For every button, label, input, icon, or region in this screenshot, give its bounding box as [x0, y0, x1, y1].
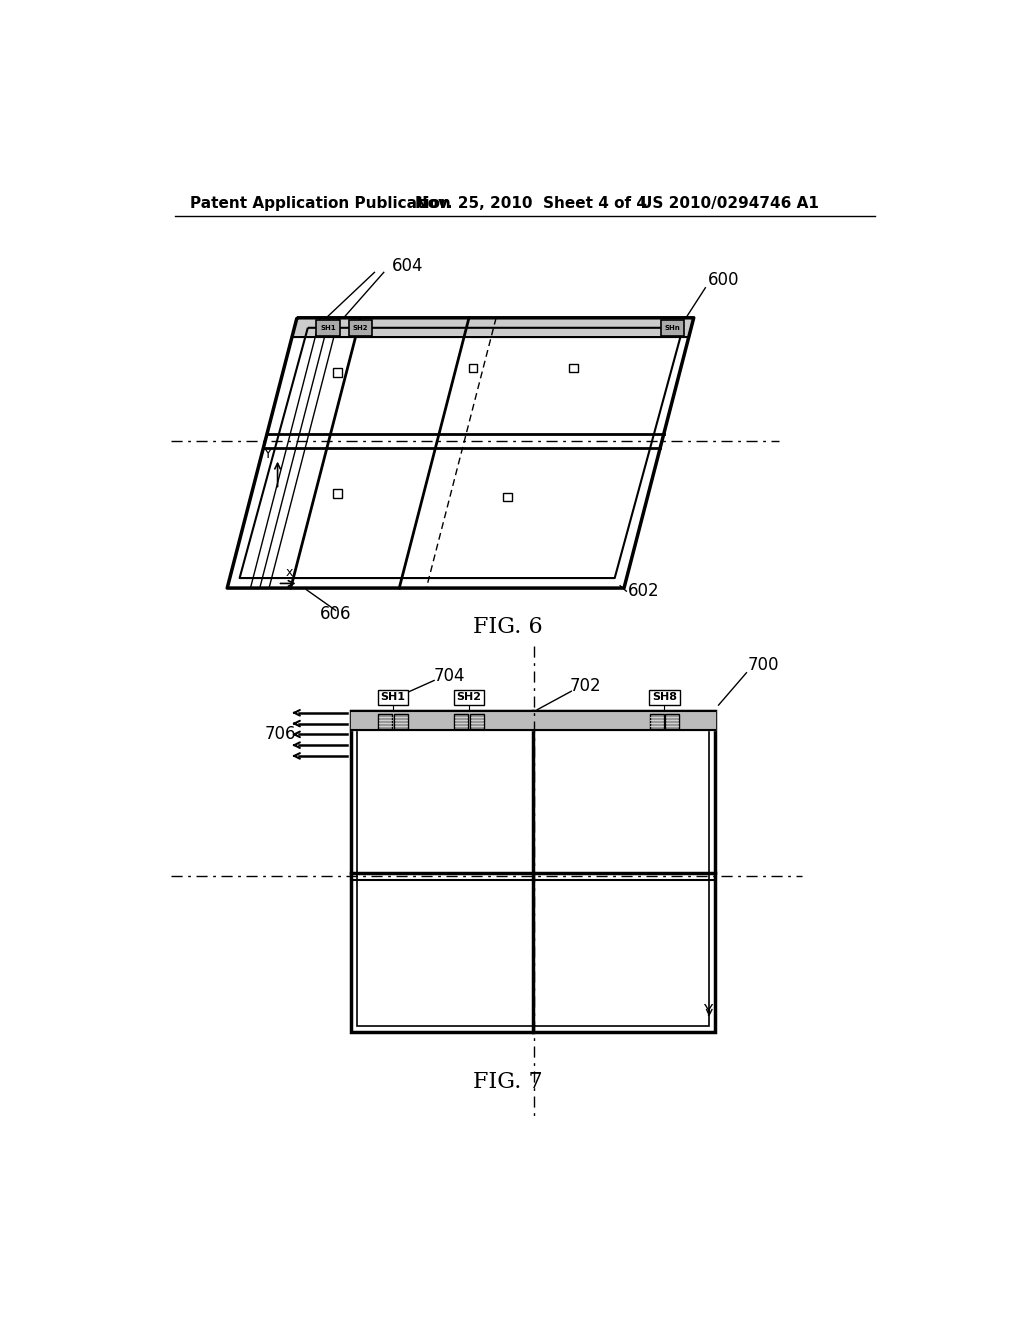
- Bar: [469, 363, 477, 372]
- Text: SH8: SH8: [652, 693, 677, 702]
- Bar: [665, 714, 679, 729]
- Text: Y: Y: [703, 1005, 713, 1019]
- Bar: [649, 714, 664, 729]
- Bar: [333, 368, 342, 376]
- Bar: [333, 490, 342, 498]
- Text: US 2010/0294746 A1: US 2010/0294746 A1: [640, 195, 818, 211]
- Text: 704: 704: [434, 667, 465, 685]
- Text: Nov. 25, 2010  Sheet 4 of 4: Nov. 25, 2010 Sheet 4 of 4: [415, 195, 647, 211]
- Bar: [351, 711, 716, 1032]
- Text: x: x: [286, 566, 293, 579]
- Text: SH1: SH1: [381, 693, 406, 702]
- Polygon shape: [292, 318, 693, 337]
- Bar: [394, 714, 408, 729]
- Bar: [378, 714, 392, 729]
- Text: Y: Y: [263, 447, 271, 461]
- Bar: [455, 714, 468, 729]
- Bar: [316, 321, 340, 335]
- Text: FIG. 6: FIG. 6: [473, 615, 543, 638]
- Bar: [504, 492, 512, 502]
- Bar: [357, 718, 710, 1026]
- Text: 600: 600: [708, 271, 739, 289]
- Bar: [569, 363, 578, 372]
- Text: SHn: SHn: [665, 325, 681, 331]
- Text: 602: 602: [628, 582, 659, 601]
- Bar: [470, 714, 483, 729]
- Text: 604: 604: [391, 257, 423, 275]
- Text: 700: 700: [748, 656, 779, 675]
- Text: 702: 702: [569, 677, 601, 694]
- Text: 606: 606: [319, 606, 351, 623]
- Bar: [349, 321, 372, 335]
- Text: SH2: SH2: [352, 325, 369, 331]
- Text: SH2: SH2: [457, 693, 481, 702]
- Bar: [662, 321, 684, 335]
- Text: Patent Application Publication: Patent Application Publication: [190, 195, 451, 211]
- Text: SH1: SH1: [321, 325, 336, 331]
- Text: 706: 706: [265, 726, 296, 743]
- Text: FIG. 7: FIG. 7: [473, 1072, 543, 1093]
